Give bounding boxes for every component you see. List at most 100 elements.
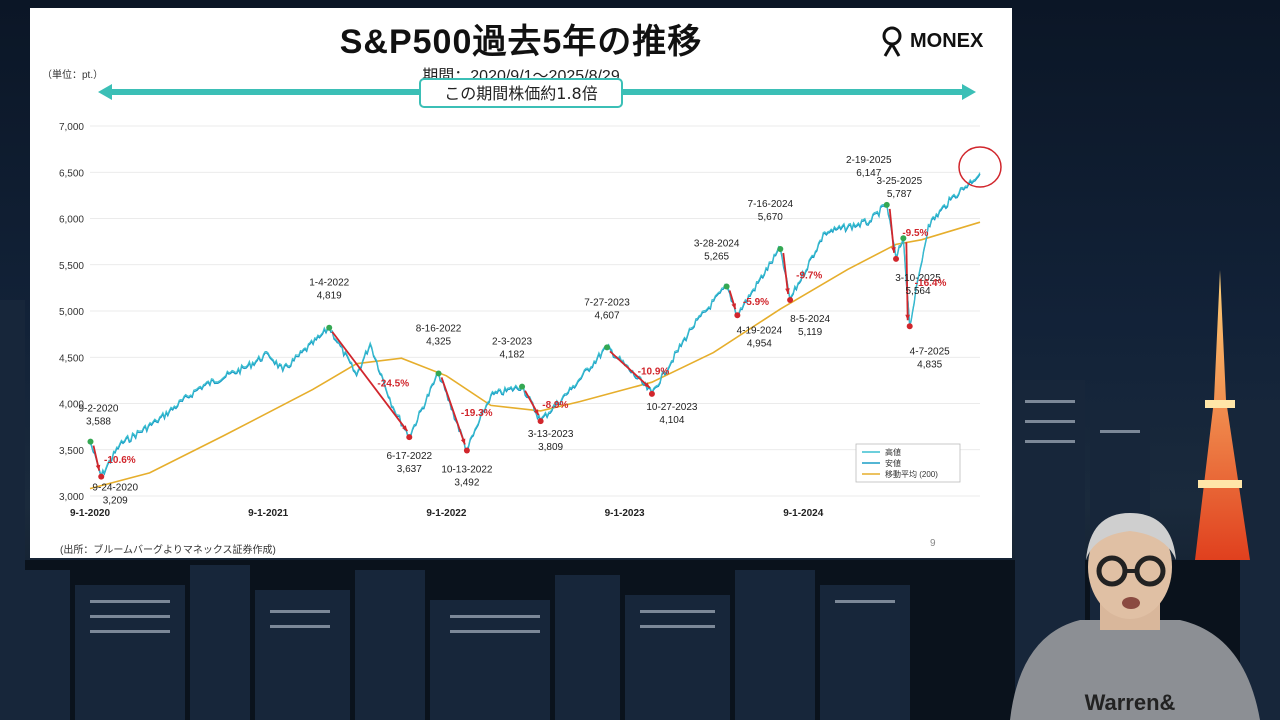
annotation-value: 3,588 bbox=[86, 417, 111, 428]
x-tick-label: 9-1-2023 bbox=[605, 508, 645, 519]
annotation-value: 4,819 bbox=[317, 291, 342, 302]
annotation-value: 3,209 bbox=[103, 496, 128, 507]
arrow-head bbox=[905, 314, 910, 321]
trough-marker bbox=[463, 447, 470, 454]
peak-marker bbox=[723, 283, 730, 290]
drawdown-percent: -16.4% bbox=[915, 278, 947, 289]
annotation-date: 3-10-2025 bbox=[895, 273, 941, 284]
annotation-date: 9-2-2020 bbox=[78, 404, 118, 415]
trough-marker bbox=[648, 390, 655, 397]
x-tick-label: 9-1-2021 bbox=[248, 508, 288, 519]
annotation-date: 7-27-2023 bbox=[584, 297, 630, 308]
x-tick-label: 9-1-2024 bbox=[783, 508, 823, 519]
annotation-date: 4-19-2024 bbox=[737, 325, 783, 336]
annotation-date: 4-7-2025 bbox=[910, 346, 950, 357]
y-tick-label: 4,500 bbox=[59, 353, 84, 364]
page-number: 9 bbox=[930, 538, 936, 549]
annotation-value: 5,265 bbox=[704, 251, 729, 262]
annotation-date: 8-16-2022 bbox=[416, 323, 462, 334]
arrow-head bbox=[460, 438, 466, 445]
y-tick-label: 7,000 bbox=[59, 122, 84, 133]
brand-name: MONEX bbox=[910, 30, 984, 52]
drawdown-percent: -10.6% bbox=[104, 455, 136, 466]
period-banner: この期間株価約1.8倍 bbox=[419, 78, 623, 108]
annotation-value: 4,835 bbox=[917, 359, 942, 370]
y-tick-label: 5,000 bbox=[59, 307, 84, 318]
trough-marker bbox=[906, 323, 913, 330]
trough-marker bbox=[734, 312, 741, 319]
banner-text: この期間株価約1.8倍 bbox=[444, 84, 597, 103]
peak-marker bbox=[777, 246, 784, 253]
drawdown-percent: -8.9% bbox=[542, 400, 568, 411]
annotation-value: 5,119 bbox=[798, 327, 823, 338]
arrow-head bbox=[731, 303, 736, 310]
annotation-value: 4,954 bbox=[747, 338, 772, 349]
annotation-date: 7-16-2024 bbox=[748, 199, 794, 210]
peak-marker bbox=[326, 324, 333, 331]
presentation-slide: S&P500過去5年の推移 期間：2020/9/1～2025/8/29 （単位：… bbox=[30, 8, 1012, 558]
tokyo-tower bbox=[1195, 270, 1250, 560]
arrow-head bbox=[644, 382, 650, 388]
trough-marker bbox=[537, 418, 544, 425]
trough-marker bbox=[98, 473, 105, 480]
annotation-date: 3-25-2025 bbox=[877, 176, 923, 187]
drawdown-arrow bbox=[331, 331, 409, 432]
arrow-head bbox=[402, 425, 408, 432]
annotation-value: 3,492 bbox=[454, 477, 479, 488]
slide-title: S&P500過去5年の推移 bbox=[339, 23, 703, 61]
drawdown-percent: -5.9% bbox=[743, 297, 769, 308]
peak-marker bbox=[883, 201, 890, 208]
annotation-value: 4,182 bbox=[500, 350, 525, 361]
trough-marker bbox=[406, 434, 413, 441]
peak-marker bbox=[900, 235, 907, 242]
annotation-value: 5,564 bbox=[906, 286, 931, 297]
arrow-head bbox=[891, 247, 896, 253]
moving-average-line bbox=[89, 221, 981, 490]
arrow-head bbox=[785, 288, 790, 294]
annotation-date: 3-28-2024 bbox=[694, 238, 740, 249]
moving-average-layer bbox=[89, 221, 981, 490]
unit-label: （単位：pt.） bbox=[42, 70, 104, 81]
grid-lines bbox=[90, 125, 980, 497]
legend: 高値 安値 移動平均 (200) bbox=[855, 443, 961, 483]
annotation-value: 3,637 bbox=[397, 464, 422, 475]
arrow-head bbox=[533, 409, 539, 416]
annotation-value: 3,809 bbox=[538, 442, 563, 453]
peak-marker bbox=[435, 370, 442, 377]
drawdown-arrow bbox=[905, 242, 909, 321]
x-tick-label: 9-1-2020 bbox=[70, 508, 110, 519]
y-tick-label: 6,500 bbox=[59, 168, 84, 179]
annotation-date: 1-4-2022 bbox=[309, 278, 349, 289]
presenter: Warren& bbox=[1010, 513, 1260, 720]
drawdown-percent: -9.7% bbox=[796, 271, 822, 282]
y-tick-label: 4,000 bbox=[59, 400, 84, 411]
annotation-date: 9-24-2020 bbox=[92, 483, 138, 494]
annotation-value: 5,670 bbox=[758, 212, 783, 223]
high-price-line bbox=[89, 172, 981, 478]
x-tick-label: 9-1-2022 bbox=[426, 508, 466, 519]
drawdown-arrows bbox=[92, 208, 910, 471]
source-note: (出所：ブルームバーグよりマネックス証券作成) bbox=[60, 545, 276, 556]
legend-entry: 安値 bbox=[885, 458, 901, 468]
annotation-date: 3-13-2023 bbox=[528, 429, 574, 440]
monex-logo: MONEX bbox=[880, 26, 1000, 58]
y-axis-ticks: 3,000 3,500 4,000 4,500 5,000 5,500 6,000 6,500… bbox=[59, 122, 84, 503]
peak-marker bbox=[87, 438, 94, 445]
annotation-value: 5,787 bbox=[887, 189, 912, 200]
annotation-date: 2-19-2025 bbox=[846, 155, 892, 166]
drawdown-arrow bbox=[440, 377, 466, 445]
annotation-date: 10-13-2022 bbox=[441, 464, 493, 475]
y-tick-label: 5,500 bbox=[59, 261, 84, 272]
y-tick-label: 3,000 bbox=[59, 492, 84, 503]
annotation-value: 4,607 bbox=[594, 310, 619, 321]
y-tick-label: 3,500 bbox=[59, 446, 84, 457]
x-axis-ticks: 9-1-2020 9-1-2021 9-1-2022 9-1-2023 9-1-2024 bbox=[70, 508, 824, 519]
legend-entry: 高値 bbox=[885, 447, 901, 457]
arrow-head bbox=[95, 464, 101, 471]
annotation-date: 10-27-2023 bbox=[646, 402, 698, 413]
trough-marker bbox=[893, 255, 900, 262]
y-tick-label: 6,000 bbox=[59, 215, 84, 226]
annotation-date: 2-3-2023 bbox=[492, 337, 532, 348]
shirt-text: Warren& bbox=[1085, 690, 1176, 715]
drawdown-percent: -19.3% bbox=[461, 408, 493, 419]
